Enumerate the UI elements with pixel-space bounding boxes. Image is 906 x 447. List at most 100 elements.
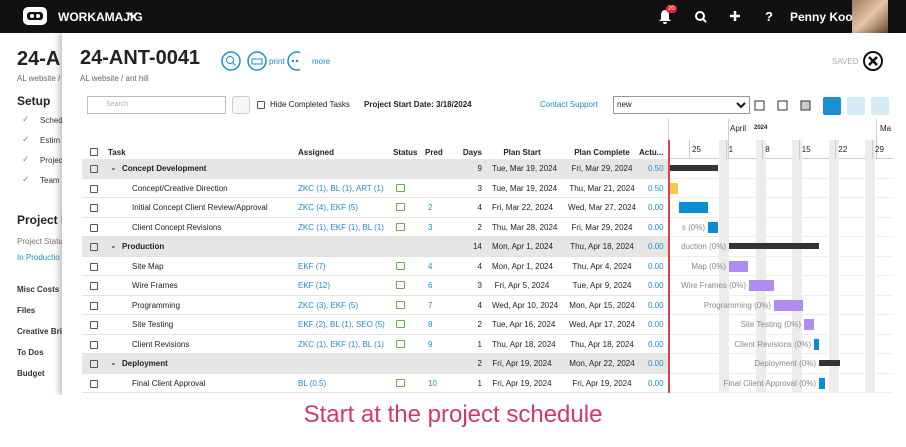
- gantt-day-divider: [835, 140, 837, 159]
- weekend-shade: [756, 140, 766, 393]
- assigned[interactable]: ZKC (4), EKF (5): [298, 203, 359, 212]
- nav-item[interactable]: Misc Costs: [17, 285, 60, 294]
- assigned[interactable]: ZKC (1), EKF (1), BL (1): [298, 222, 384, 232]
- pred[interactable]: 2: [428, 203, 433, 212]
- gantt-day-divider: [762, 140, 764, 159]
- plan-start: Fri, Mar 22, 2024: [492, 203, 553, 212]
- assigned[interactable]: EKF (12): [298, 281, 331, 290]
- row-checkbox[interactable]: [90, 243, 98, 251]
- assigned[interactable]: BL (0.5): [298, 378, 327, 388]
- row-checkbox[interactable]: [90, 301, 98, 310]
- user-name[interactable]: Penny Kooy: [790, 10, 860, 24]
- status-icon[interactable]: [396, 378, 405, 387]
- gantt-row-line: [668, 314, 893, 315]
- task-name: Deployment: [122, 359, 168, 368]
- gantt-bar-label: Site Testing (0%): [740, 320, 801, 329]
- status-icon[interactable]: [396, 281, 405, 289]
- view-toggles[interactable]: [754, 97, 894, 115]
- days: 3: [477, 183, 482, 193]
- pred[interactable]: 8: [428, 320, 433, 329]
- print-link[interactable]: print: [269, 57, 285, 66]
- days: 1: [477, 378, 482, 388]
- bg-status: In Productio: [17, 253, 60, 262]
- bell-icon[interactable]: [658, 9, 672, 24]
- gantt-day-divider: [798, 140, 800, 159]
- gantt-day: 22: [838, 145, 848, 154]
- row-checkbox[interactable]: [90, 360, 98, 368]
- pred[interactable]: 9: [428, 339, 433, 349]
- search-icon[interactable]: [694, 10, 707, 23]
- row-checkbox[interactable]: [90, 321, 98, 329]
- help-icon[interactable]: ?: [764, 9, 774, 23]
- brand[interactable]: WORKAMAJIG: [58, 10, 143, 24]
- assigned[interactable]: ZKC (1), BL (1), ART (1): [298, 183, 384, 193]
- row-checkbox[interactable]: [90, 165, 98, 173]
- pred[interactable]: 6: [428, 281, 433, 290]
- nav-item[interactable]: Files: [17, 306, 36, 315]
- view-select[interactable]: [613, 96, 750, 114]
- close-button[interactable]: [862, 50, 884, 72]
- plan-complete: Fri, Apr 19, 2024: [572, 378, 632, 388]
- header-checkbox: [90, 148, 98, 156]
- setup-item: Team: [40, 176, 60, 185]
- pred[interactable]: 7: [428, 300, 433, 310]
- status-icon[interactable]: [396, 300, 405, 309]
- expand-caret[interactable]: ⌄: [110, 241, 117, 250]
- status-icon[interactable]: [396, 261, 405, 270]
- gantt-bar: [819, 377, 825, 389]
- saved-status: SAVED: [832, 57, 859, 66]
- row-checkbox[interactable]: [90, 282, 98, 290]
- row-checkbox[interactable]: [90, 340, 98, 349]
- column-header: Assigned: [298, 148, 335, 157]
- status-icon[interactable]: [396, 339, 405, 348]
- assigned[interactable]: ZKC (1), EKF (1), BL (1): [298, 339, 384, 349]
- more-link[interactable]: more: [312, 57, 331, 66]
- row-checkbox[interactable]: [90, 184, 98, 193]
- gantt-bar: [804, 319, 814, 330]
- modal-breadcrumb: AL website / ant hill: [80, 74, 149, 83]
- assigned[interactable]: ZKC (3), EKF (5): [298, 300, 359, 310]
- nav-item[interactable]: To Dos: [17, 348, 44, 357]
- actual: 0.00: [648, 359, 664, 368]
- gantt-day-divider: [689, 140, 690, 159]
- status-icon[interactable]: [396, 203, 405, 211]
- actual: 0.00: [648, 378, 664, 388]
- row-checkbox[interactable]: [90, 223, 98, 232]
- status-icon[interactable]: [396, 320, 405, 328]
- search-box[interactable]: [87, 96, 226, 114]
- gantt-bar-label: Client Revisions (0%): [734, 339, 811, 349]
- setup-item: Projec: [40, 156, 63, 165]
- column-header: Days: [462, 148, 482, 157]
- actual: 0.50: [648, 164, 664, 173]
- status-icon[interactable]: [396, 183, 405, 192]
- gantt-row-line: [668, 236, 893, 237]
- row-checkbox[interactable]: [90, 262, 98, 271]
- expand-caret[interactable]: ⌄: [110, 163, 117, 172]
- nav-item[interactable]: Creative Brie: [17, 327, 67, 336]
- pred[interactable]: 3: [428, 222, 433, 232]
- logo[interactable]: [22, 5, 48, 27]
- gantt-day-divider: [725, 140, 727, 159]
- actual: 0.00: [648, 261, 664, 271]
- assigned[interactable]: EKF (7): [298, 261, 326, 271]
- pred[interactable]: 10: [428, 378, 437, 388]
- assigned[interactable]: EKF (2), BL (1), SEO (5): [298, 320, 385, 329]
- contact-support[interactable]: Contact Support: [540, 100, 598, 109]
- plan-start: Thu, Mar 28, 2024: [492, 222, 558, 232]
- plan-start: Tue, Mar 19, 2024: [492, 164, 558, 173]
- gantt-row-line: [668, 197, 893, 198]
- hide-completed-checkbox[interactable]: [257, 101, 265, 109]
- row-checkbox[interactable]: [90, 204, 98, 212]
- nav-item[interactable]: Budget: [17, 369, 45, 378]
- gantt-bar: [774, 299, 803, 311]
- title-icons[interactable]: [220, 51, 300, 73]
- status-icon[interactable]: [396, 222, 405, 231]
- expand-caret[interactable]: ⌄: [110, 358, 117, 367]
- plus-icon[interactable]: [729, 10, 741, 22]
- avatar[interactable]: [852, 0, 888, 33]
- refresh-button[interactable]: [232, 96, 250, 114]
- plan-complete: Mon, Apr 15, 2024: [569, 300, 635, 310]
- gantt-day-divider: [872, 140, 873, 159]
- row-checkbox[interactable]: [90, 379, 98, 388]
- pred[interactable]: 4: [428, 261, 433, 271]
